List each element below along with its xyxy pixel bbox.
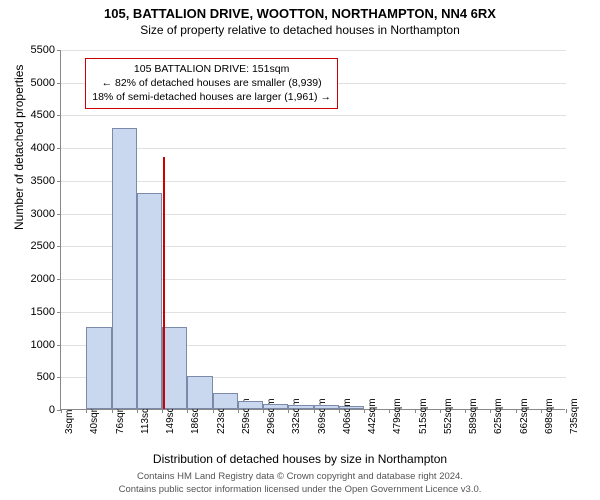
x-tick-label: 662sqm — [519, 398, 530, 434]
y-tick-label: 0 — [20, 404, 55, 416]
y-tick-mark — [57, 279, 61, 280]
x-tick-label: 369sqm — [317, 398, 328, 434]
y-tick-label: 4500 — [20, 109, 55, 121]
x-tick-mark — [162, 409, 163, 413]
histogram-bar — [187, 376, 212, 409]
histogram-chart: 0500100015002000250030003500400045005000… — [60, 50, 565, 410]
gridline — [61, 148, 566, 149]
histogram-bar — [339, 406, 364, 409]
y-tick-mark — [57, 312, 61, 313]
x-tick-mark — [440, 409, 441, 413]
y-tick-label: 500 — [20, 371, 55, 383]
property-marker-line — [163, 157, 165, 409]
histogram-bar — [238, 401, 263, 409]
page-subtitle: Size of property relative to detached ho… — [0, 21, 600, 37]
y-tick-label: 3000 — [20, 208, 55, 220]
x-tick-label: 3sqm — [64, 410, 75, 434]
gridline — [61, 115, 566, 116]
x-tick-mark — [389, 409, 390, 413]
x-tick-mark — [516, 409, 517, 413]
x-axis-label: Distribution of detached houses by size … — [0, 452, 600, 466]
x-tick-mark — [213, 409, 214, 413]
caption-line2: Contains public sector information licen… — [0, 484, 600, 496]
y-tick-mark — [57, 83, 61, 84]
x-tick-mark — [86, 409, 87, 413]
x-tick-label: 479sqm — [392, 398, 403, 434]
annotation-line3: 18% of semi-detached houses are larger (… — [92, 90, 331, 104]
caption-line1: Contains HM Land Registry data © Crown c… — [0, 471, 600, 483]
x-tick-mark — [288, 409, 289, 413]
histogram-bar — [112, 128, 137, 409]
x-tick-mark — [465, 409, 466, 413]
x-tick-label: 515sqm — [418, 398, 429, 434]
x-tick-mark — [187, 409, 188, 413]
annotation-line1: 105 BATTALION DRIVE: 151sqm — [92, 62, 331, 76]
annotation-box: 105 BATTALION DRIVE: 151sqm ← 82% of det… — [85, 58, 338, 109]
y-tick-label: 3500 — [20, 175, 55, 187]
x-tick-label: 589sqm — [468, 398, 479, 434]
page-title: 105, BATTALION DRIVE, WOOTTON, NORTHAMPT… — [0, 0, 600, 21]
x-tick-label: 698sqm — [544, 398, 555, 434]
x-tick-mark — [566, 409, 567, 413]
x-tick-mark — [490, 409, 491, 413]
x-tick-mark — [263, 409, 264, 413]
caption: Contains HM Land Registry data © Crown c… — [0, 471, 600, 496]
histogram-bar — [213, 393, 238, 409]
histogram-bar — [288, 405, 313, 409]
x-tick-mark — [137, 409, 138, 413]
x-tick-mark — [364, 409, 365, 413]
x-tick-mark — [415, 409, 416, 413]
y-tick-label: 4000 — [20, 142, 55, 154]
x-tick-mark — [314, 409, 315, 413]
y-tick-mark — [57, 148, 61, 149]
x-tick-label: 552sqm — [443, 398, 454, 434]
x-tick-label: 442sqm — [367, 398, 378, 434]
x-tick-label: 332sqm — [291, 398, 302, 434]
x-tick-mark — [238, 409, 239, 413]
histogram-bar — [86, 327, 111, 409]
x-tick-mark — [541, 409, 542, 413]
histogram-bar — [314, 405, 339, 409]
annotation-line2: ← 82% of detached houses are smaller (8,… — [92, 76, 331, 90]
y-tick-label: 1000 — [20, 339, 55, 351]
x-tick-label: 406sqm — [342, 398, 353, 434]
x-tick-mark — [61, 409, 62, 413]
x-tick-mark — [112, 409, 113, 413]
histogram-bar — [263, 404, 288, 409]
y-tick-label: 2000 — [20, 273, 55, 285]
y-tick-label: 5000 — [20, 77, 55, 89]
histogram-bar — [137, 193, 162, 409]
y-tick-mark — [57, 50, 61, 51]
y-tick-mark — [57, 214, 61, 215]
y-tick-mark — [57, 246, 61, 247]
gridline — [61, 50, 566, 51]
y-tick-mark — [57, 377, 61, 378]
y-tick-mark — [57, 345, 61, 346]
x-tick-label: 625sqm — [493, 398, 504, 434]
gridline — [61, 181, 566, 182]
y-tick-label: 2500 — [20, 240, 55, 252]
x-tick-mark — [339, 409, 340, 413]
histogram-bar — [162, 327, 187, 409]
x-tick-label: 735sqm — [569, 398, 580, 434]
y-tick-label: 1500 — [20, 306, 55, 318]
y-tick-label: 5500 — [20, 44, 55, 56]
y-tick-mark — [57, 115, 61, 116]
y-tick-mark — [57, 181, 61, 182]
